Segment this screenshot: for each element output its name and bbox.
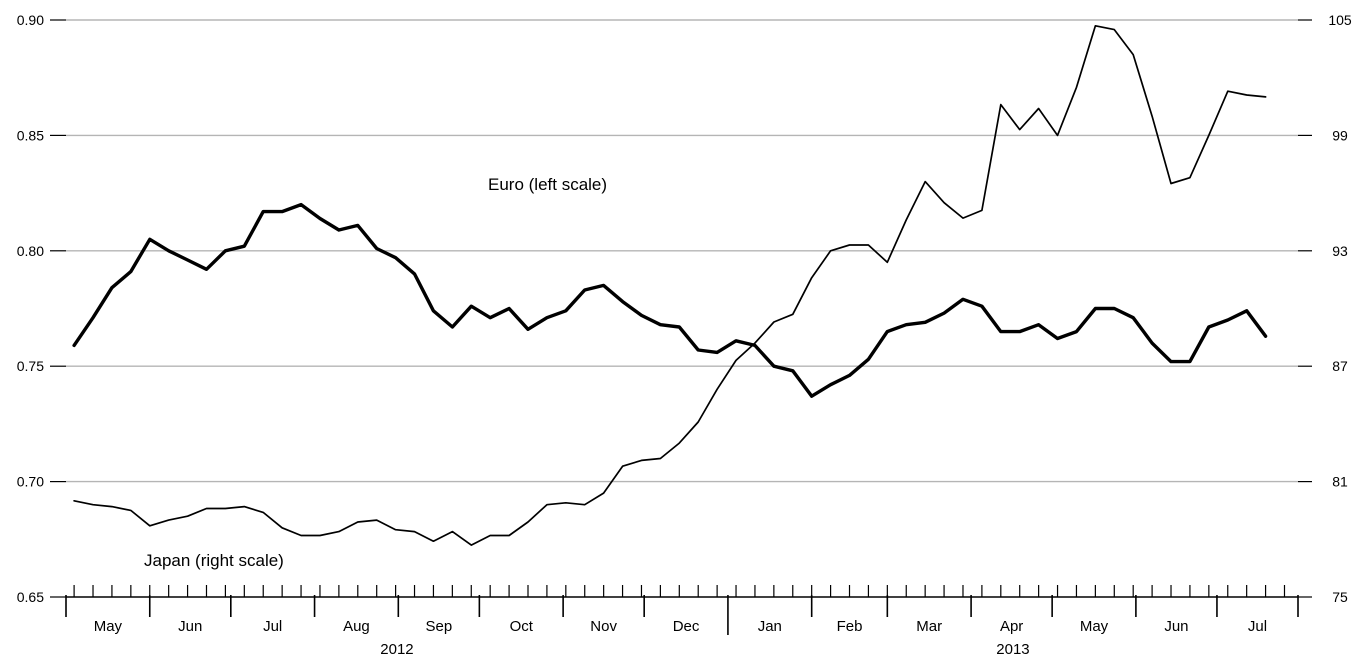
x-axis-month-label: Apr <box>1000 618 1023 635</box>
x-axis-month-label: Feb <box>837 618 863 635</box>
right-axis-tick-label: 99 <box>1332 127 1348 143</box>
x-axis-year-label: 2012 <box>380 641 413 658</box>
x-axis-month-label: Sep <box>425 618 452 635</box>
euro-series-line <box>72 202 1268 398</box>
x-axis: May Jun Jul Aug Sep Oct Nov Dec Jan Feb Mar Apr May J… <box>65 585 1299 658</box>
gridlines <box>66 19 1298 483</box>
left-axis-tick-label: 0.70 <box>17 474 44 490</box>
japan-series-annotation: Japan (right scale) <box>144 551 284 570</box>
right-axis-tick-label: 75 <box>1332 589 1348 605</box>
series-layer <box>72 24 1268 546</box>
right-axis-tick-label: 93 <box>1332 243 1348 259</box>
left-axis-tick-label: 0.65 <box>17 589 44 605</box>
right-axis-tick-label: 87 <box>1332 358 1348 374</box>
x-axis-month-label: Jun <box>178 618 202 635</box>
right-axis-tick-labels: 105 99 93 87 81 75 <box>1298 12 1352 605</box>
euro-series-annotation: Euro (left scale) <box>488 175 607 194</box>
x-axis-month-label: May <box>1080 618 1109 635</box>
x-axis-month-label: Jun <box>1164 618 1188 635</box>
x-axis-month-label: Dec <box>673 618 700 635</box>
x-axis-month-label: Jul <box>1248 618 1267 635</box>
x-axis-month-label: Jul <box>263 618 282 635</box>
x-axis-year-label: 2013 <box>996 641 1029 658</box>
x-axis-month-label: Nov <box>590 618 617 635</box>
right-axis-tick-label: 81 <box>1332 474 1348 490</box>
japan-series-line <box>73 24 1267 546</box>
left-axis-tick-labels: 0.90 0.85 0.80 0.75 0.70 0.65 <box>17 12 66 605</box>
left-axis-tick-label: 0.85 <box>17 127 44 143</box>
x-axis-month-label: May <box>94 618 123 635</box>
left-axis-tick-label: 0.80 <box>17 243 44 259</box>
x-axis-month-label: Oct <box>510 618 534 635</box>
left-axis-tick-label: 0.75 <box>17 358 44 374</box>
x-axis-month-label: Aug <box>343 618 370 635</box>
right-axis-tick-label: 105 <box>1328 12 1352 28</box>
x-axis-month-label: Mar <box>916 618 942 635</box>
left-axis-tick-label: 0.90 <box>17 12 44 28</box>
x-axis-month-label: Jan <box>758 618 782 635</box>
